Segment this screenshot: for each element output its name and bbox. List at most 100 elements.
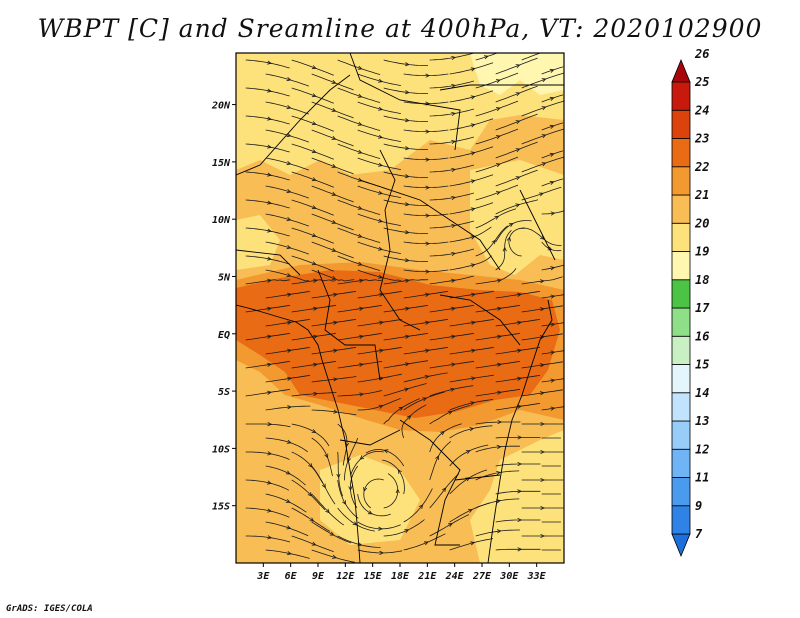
streamline [245, 171, 290, 181]
map-area [236, 53, 564, 563]
streamline-arrow [357, 93, 363, 98]
streamline [403, 347, 449, 355]
colorbar-swatch [671, 279, 691, 309]
streamline-arrow [469, 427, 475, 432]
streamline [311, 157, 354, 175]
streamline [245, 389, 291, 397]
streamline [429, 248, 475, 257]
streamline-arrow [379, 550, 385, 555]
streamline-arrow [451, 83, 457, 89]
streamline-arrow [423, 541, 429, 546]
streamline [429, 220, 475, 229]
streamline-arrow [497, 306, 502, 311]
streamline-arrow [287, 376, 292, 381]
streamline-arrow [357, 65, 363, 70]
lat-tick-label: 15N [212, 158, 231, 169]
streamline-arrow [470, 541, 476, 546]
streamline-arrow [549, 68, 555, 73]
streamline-arrow [287, 405, 293, 410]
streamline [495, 141, 538, 159]
streamline [403, 319, 449, 327]
streamline [291, 423, 330, 447]
streamline [291, 199, 334, 216]
colorbar-swatch [671, 505, 691, 535]
streamline [495, 463, 541, 467]
streamline-arrow [540, 533, 546, 539]
streamline [311, 241, 354, 259]
colorbar: 7 9 11 12 13 14 15 16 17 18 19 20 21 22 23 24 25 26 [671, 47, 710, 558]
wbpt-band-19-20-southeast [470, 430, 564, 563]
footer-credit: GrADS: IGES/COLA [6, 604, 93, 614]
streamline [291, 392, 337, 397]
streamline [449, 538, 494, 551]
streamline [265, 101, 309, 115]
lon-tick-label: 30E [499, 571, 519, 582]
streamline [383, 227, 428, 234]
colorbar-swatch [671, 222, 691, 252]
streamline-arrow [495, 135, 501, 140]
colorbar-swatch [671, 138, 691, 168]
colorbar-swatch [671, 364, 691, 394]
wbpt-band-18-19-northeast [470, 53, 564, 95]
streamline [357, 241, 401, 254]
streamline-arrow [451, 306, 456, 311]
streamline-arrow [359, 306, 364, 311]
streamline-arrow [267, 535, 273, 540]
streamline-arrow [517, 517, 523, 523]
streamline-arrow [311, 233, 317, 238]
streamline-arrow [378, 246, 384, 251]
border-j [519, 189, 556, 261]
streamline [311, 521, 352, 544]
streamline-arrow [470, 263, 476, 268]
streamline-arrow [540, 505, 546, 511]
streamline-arrow [550, 406, 556, 411]
streamline-arrow [267, 278, 272, 283]
streamline-arrow [550, 266, 556, 271]
streamline [357, 347, 403, 355]
streamline-arrow [286, 133, 292, 138]
streamline [449, 291, 495, 299]
streamline [449, 319, 495, 327]
streamline-arrow [359, 278, 364, 283]
streamline [337, 451, 343, 497]
streamline [245, 143, 290, 153]
streamline-arrow [515, 176, 521, 181]
streamline-arrow [435, 455, 439, 460]
streamline-arrow [515, 148, 521, 153]
streamline [291, 171, 334, 188]
streamline [495, 375, 541, 383]
streamline [475, 268, 517, 285]
streamline [449, 425, 493, 439]
streamline [357, 157, 401, 170]
streamline-arrow [378, 106, 384, 111]
streamline-arrow [540, 421, 546, 427]
streamline [265, 493, 307, 513]
streamline [357, 319, 403, 327]
streamline [449, 444, 489, 467]
streamline-arrow [286, 161, 292, 166]
streamline-arrow [267, 306, 272, 311]
streamline [403, 269, 449, 272]
streamline [291, 255, 334, 272]
streamline-arrow [267, 451, 273, 456]
streamline-arrow [267, 362, 272, 367]
streamline [475, 333, 521, 341]
streamline-arrow [287, 320, 292, 325]
streamline [541, 150, 564, 159]
streamline [265, 319, 311, 327]
streamline-arrow [267, 334, 272, 339]
streamline [265, 465, 306, 486]
streamline [495, 319, 541, 327]
streamline-arrow [494, 215, 500, 220]
streamline [403, 533, 446, 551]
streamline [383, 333, 429, 341]
streamline-arrow [378, 78, 384, 83]
colorbar-label: 25 [694, 75, 709, 89]
streamline-arrow [404, 387, 410, 392]
border-e [439, 294, 521, 346]
streamline [475, 53, 498, 61]
streamline-arrow [517, 404, 522, 409]
streamline-arrow [267, 256, 273, 261]
lat-tick-label: 5S [218, 387, 230, 398]
streamline-arrow [515, 64, 521, 69]
